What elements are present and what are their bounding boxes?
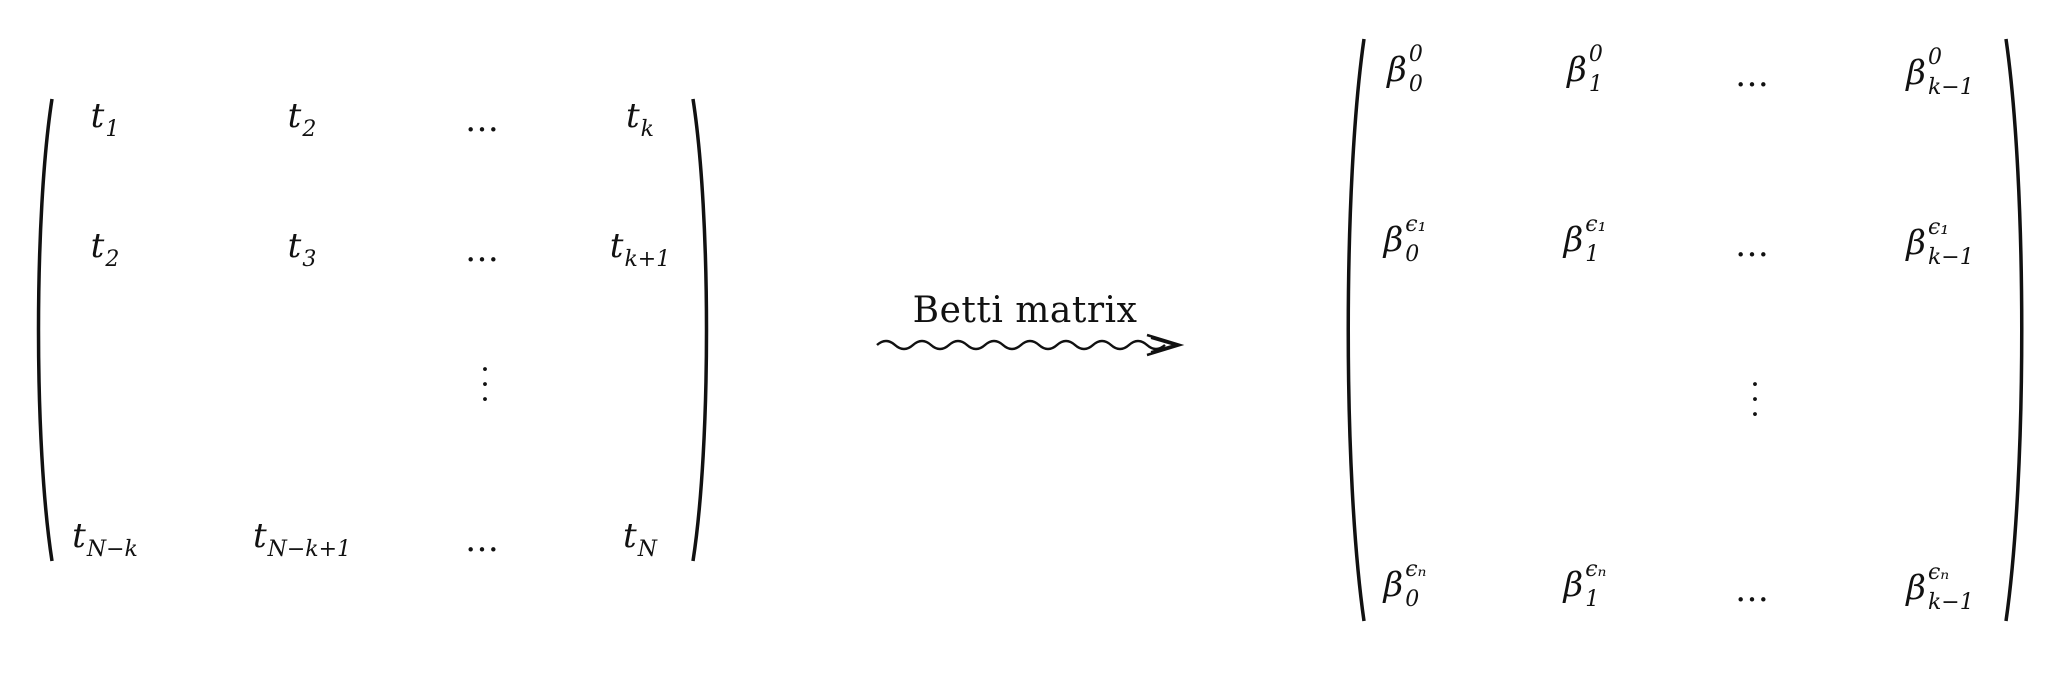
- matrix-cell: tN−k+1: [252, 516, 352, 562]
- matrix-cell: tk: [625, 96, 655, 142]
- squiggly-arrow-icon: [876, 333, 1185, 357]
- matrix-cell: β 0 k−1: [1906, 45, 1974, 100]
- matrix-cell: β ϵ₁ k−1: [1906, 215, 1974, 270]
- matrix-cell: β ϵₙ 0: [1383, 557, 1427, 612]
- horizontal-ellipsis: …: [1735, 225, 1775, 265]
- matrix-cell: β ϵ₁ 1: [1563, 212, 1607, 267]
- left-paren: [1346, 38, 1366, 622]
- matrix-cell: tN−k: [72, 516, 138, 562]
- vertical-ellipsis: · · ·: [480, 352, 490, 418]
- matrix-cell: t2: [90, 226, 120, 272]
- horizontal-ellipsis: …: [465, 520, 505, 560]
- left-paren: [36, 98, 54, 562]
- arrow-label: Betti matrix: [912, 290, 1138, 331]
- matrix-cell: t3: [287, 226, 317, 272]
- matrix-cell: tk+1: [609, 226, 671, 272]
- matrix-cell: t1: [90, 96, 120, 142]
- vertical-ellipsis: · · ·: [1750, 367, 1760, 433]
- matrix-cell: t2: [287, 96, 317, 142]
- horizontal-ellipsis: …: [465, 100, 505, 140]
- horizontal-ellipsis: …: [1735, 55, 1775, 95]
- right-paren: [2004, 38, 2024, 622]
- matrix-cell: β ϵₙ 1: [1563, 557, 1607, 612]
- matrix-cell: β ϵₙ k−1: [1906, 560, 1974, 615]
- matrix-cell: tN: [623, 516, 657, 562]
- horizontal-ellipsis: …: [1735, 570, 1775, 610]
- time-series-matrix: t1 t2 … tk t2 t3 … tk+1 · · · tN−k: [30, 95, 715, 565]
- right-paren: [691, 98, 709, 562]
- betti-matrix-arrow: Betti matrix: [875, 290, 1195, 370]
- matrix-cell: β ϵ₁ 0: [1383, 212, 1427, 267]
- horizontal-ellipsis: …: [465, 230, 505, 270]
